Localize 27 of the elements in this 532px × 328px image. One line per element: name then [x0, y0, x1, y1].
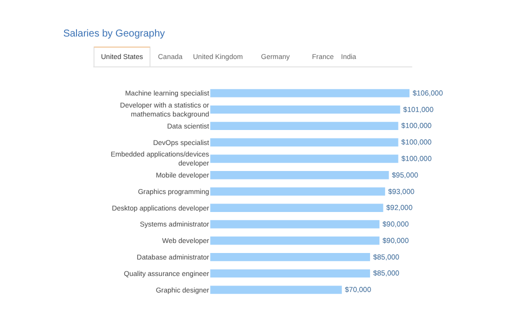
data-label: $106,000 — [412, 88, 443, 98]
bar — [210, 122, 398, 130]
data-label: $100,000 — [401, 154, 432, 164]
data-label: $85,000 — [373, 252, 400, 262]
data-label: $90,000 — [382, 236, 409, 245]
bar — [210, 154, 398, 163]
bar — [210, 204, 384, 212]
data-label: $70,000 — [344, 285, 372, 294]
bar — [210, 269, 370, 278]
bar — [210, 105, 400, 114]
data-label: $95,000 — [392, 170, 418, 180]
bar — [210, 187, 386, 196]
bar — [210, 171, 389, 180]
bar — [210, 236, 380, 245]
bar — [210, 220, 380, 228]
data-label: $92,000 — [386, 203, 413, 212]
bar — [210, 286, 342, 294]
data-label: $100,000 — [401, 138, 432, 147]
data-label: $100,000 — [401, 121, 432, 130]
bar — [210, 89, 410, 98]
data-label: $101,000 — [403, 104, 434, 114]
bar — [210, 252, 370, 262]
bar — [210, 138, 398, 146]
data-label: $90,000 — [382, 220, 409, 229]
data-label: $85,000 — [373, 268, 400, 278]
text: Salaries by Geography — [63, 28, 165, 40]
data-label: $93,000 — [388, 186, 414, 196]
